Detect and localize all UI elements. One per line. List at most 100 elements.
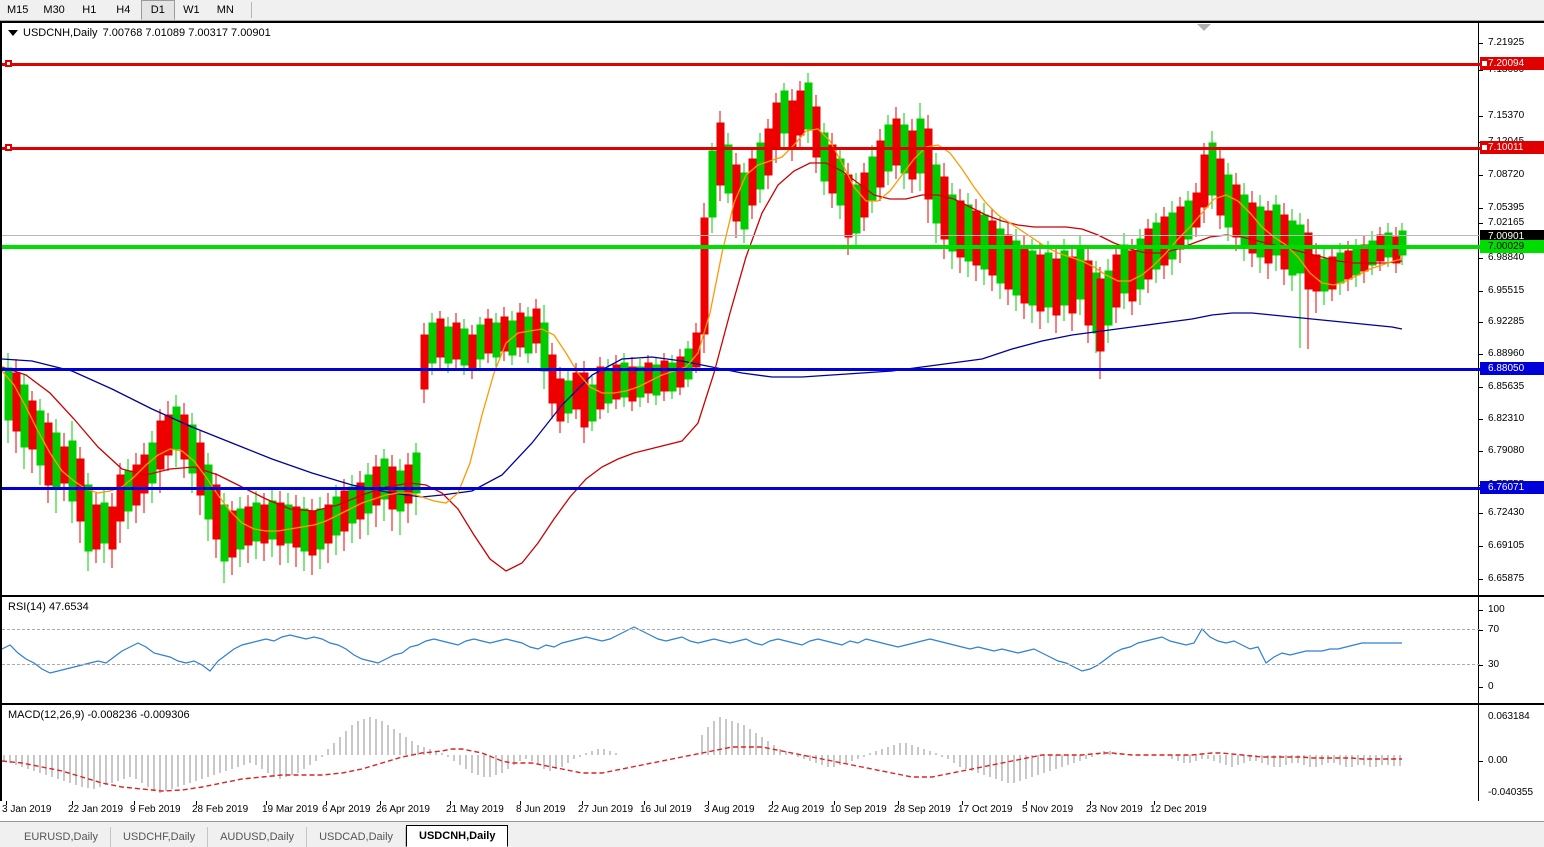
rsi-svg xyxy=(2,626,1402,674)
price-tick: 7.08720 xyxy=(1488,169,1525,180)
price-tick: 6.69105 xyxy=(1488,540,1525,551)
resistance-line-720094[interactable] xyxy=(2,63,1480,66)
macd-plot[interactable] xyxy=(2,705,1480,801)
date-label: 22 Jan 2019 xyxy=(68,804,124,815)
tab-usdcnh-daily[interactable]: USDCNH,Daily xyxy=(406,825,509,847)
price-tick: 6.85635 xyxy=(1488,381,1525,392)
date-label: 10 Sep 2019 xyxy=(830,804,887,815)
timeframe-h4[interactable]: H4 xyxy=(116,4,131,16)
price-tick: 6.95515 xyxy=(1488,285,1525,296)
price-plot[interactable] xyxy=(2,23,1480,595)
date-label: 3 Aug 2019 xyxy=(704,804,755,815)
macd-svg xyxy=(2,717,1402,793)
price-tick: 6.88960 xyxy=(1488,348,1525,359)
rsi-tick: 30 xyxy=(1488,659,1500,670)
date-label: 28 Sep 2019 xyxy=(894,804,951,815)
timeframe-m30[interactable]: M30 xyxy=(43,4,65,16)
support-line-688050[interactable] xyxy=(2,368,1480,371)
date-label: 28 Feb 2019 xyxy=(192,804,249,815)
bid-price-flag: 7.00901 xyxy=(1480,230,1544,243)
macd-panel[interactable]: 0.063184 0.00 -0.040355 MACD(12,26,9) -0… xyxy=(1,704,1544,802)
ma-slow-line xyxy=(2,312,1403,498)
timeframe-w1[interactable]: W1 xyxy=(183,4,200,16)
date-label: 17 Oct 2019 xyxy=(958,804,1013,815)
date-label: 27 Jun 2019 xyxy=(578,804,634,815)
price-tick: 6.72430 xyxy=(1488,507,1525,518)
level-flag-support-2[interactable]: 6.76071 xyxy=(1480,481,1544,494)
support-line-676071[interactable] xyxy=(2,487,1480,490)
price-tick: 7.02165 xyxy=(1488,217,1525,228)
price-tick: 6.82310 xyxy=(1488,413,1525,424)
macd-tick: -0.040355 xyxy=(1488,787,1534,798)
macd-label: MACD(12,26,9) -0.008236 -0.009306 xyxy=(8,709,190,721)
date-label: 5 Nov 2019 xyxy=(1022,804,1074,815)
price-tick: 6.65875 xyxy=(1488,573,1525,584)
price-tick: 6.98840 xyxy=(1488,252,1525,263)
toolbar-divider xyxy=(250,2,252,18)
symbol-header: USDCNH,Daily 7.00768 7.01089 7.00317 7.0… xyxy=(8,27,271,39)
symbol-label: USDCNH,Daily xyxy=(23,27,98,39)
level-flag-pivot[interactable]: 7.00029 xyxy=(1480,240,1544,253)
date-label: 12 Dec 2019 xyxy=(1150,804,1207,815)
timeframe-mn[interactable]: MN xyxy=(216,4,234,16)
price-axis[interactable]: 7.21925 7.18600 7.15370 7.12045 7.08720 … xyxy=(1478,23,1544,595)
tab-audusd-daily[interactable]: AUDUSD,Daily xyxy=(208,827,308,847)
ma-mid-line xyxy=(2,162,1403,572)
rsi-level-30 xyxy=(2,664,1480,665)
level-flag-resistance-2[interactable]: 7.20094 xyxy=(1480,57,1544,70)
chart-tab-bar: EURUSD,Daily USDCHF,Daily AUDUSD,Daily U… xyxy=(0,822,1544,847)
rsi-level-70 xyxy=(2,629,1480,630)
date-label: 22 Aug 2019 xyxy=(768,804,825,815)
bid-price-line xyxy=(2,235,1480,236)
price-tick: 6.92285 xyxy=(1488,316,1525,327)
price-tick: 7.05395 xyxy=(1488,202,1525,213)
rsi-tick: 70 xyxy=(1488,624,1500,635)
resistance-anchor-710011[interactable] xyxy=(5,144,12,151)
date-label: 3 Jan 2019 xyxy=(2,804,52,815)
date-label: 16 Jul 2019 xyxy=(640,804,692,815)
date-label: 9 Feb 2019 xyxy=(130,804,181,815)
scroll-down-triangle-icon[interactable] xyxy=(1197,24,1211,31)
timeframe-toolbar: M15 M30 H1 H4 D1 W1 MN xyxy=(0,0,1544,21)
macd-signal-line xyxy=(2,746,1402,792)
date-label: 23 Nov 2019 xyxy=(1086,804,1143,815)
rsi-tick: 0 xyxy=(1488,681,1494,692)
tab-usdchf-daily[interactable]: USDCHF,Daily xyxy=(111,827,209,847)
price-tick: 7.21925 xyxy=(1488,37,1525,48)
level-flag-dot xyxy=(1482,61,1487,66)
chevron-down-icon[interactable] xyxy=(8,30,18,36)
chart-area: 7.21925 7.18600 7.15370 7.12045 7.08720 … xyxy=(0,21,1544,802)
macd-tick: 0.063184 xyxy=(1488,711,1530,722)
macd-axis[interactable]: 0.063184 0.00 -0.040355 xyxy=(1478,705,1544,801)
ohlc-values: 7.00768 7.01089 7.00317 7.00901 xyxy=(102,27,271,39)
price-tick: 6.79080 xyxy=(1488,445,1525,456)
price-panel[interactable]: 7.21925 7.18600 7.15370 7.12045 7.08720 … xyxy=(1,22,1544,596)
tab-usdcad-daily[interactable]: USDCAD,Daily xyxy=(307,827,407,847)
resistance-anchor-720094[interactable] xyxy=(5,60,12,67)
rsi-label: RSI(14) 47.6534 xyxy=(8,601,89,613)
date-label: 19 Mar 2019 xyxy=(262,804,319,815)
macd-tick: 0.00 xyxy=(1488,755,1508,766)
rsi-line xyxy=(2,626,1402,674)
price-tick: 7.15370 xyxy=(1488,110,1525,121)
timeframe-m15[interactable]: M15 xyxy=(7,4,29,16)
level-flag-dot xyxy=(1482,145,1487,150)
pivot-line-700029[interactable] xyxy=(2,245,1480,249)
resistance-line-710011[interactable] xyxy=(2,147,1480,150)
rsi-axis[interactable]: 100 70 30 0 xyxy=(1478,597,1544,703)
date-label: 6 Apr 2019 xyxy=(322,804,371,815)
level-flag-resistance-1[interactable]: 7.10011 xyxy=(1480,141,1544,154)
candlestick-svg xyxy=(2,73,1407,583)
tab-eurusd-daily[interactable]: EURUSD,Daily xyxy=(12,827,111,847)
macd-histogram xyxy=(3,717,1401,793)
timeframe-h1[interactable]: H1 xyxy=(82,4,97,16)
date-label: 21 May 2019 xyxy=(446,804,504,815)
timeframe-d1[interactable]: D1 xyxy=(140,0,175,20)
date-label: 26 Apr 2019 xyxy=(376,804,430,815)
date-label: 8 Jun 2019 xyxy=(516,804,566,815)
rsi-panel[interactable]: 100 70 30 0 RSI(14) 47.6534 xyxy=(1,596,1544,704)
date-axis[interactable]: 3 Jan 2019 22 Jan 2019 9 Feb 2019 28 Feb… xyxy=(0,801,1544,822)
rsi-plot[interactable] xyxy=(2,597,1480,703)
level-flag-support-1[interactable]: 6.88050 xyxy=(1480,362,1544,375)
